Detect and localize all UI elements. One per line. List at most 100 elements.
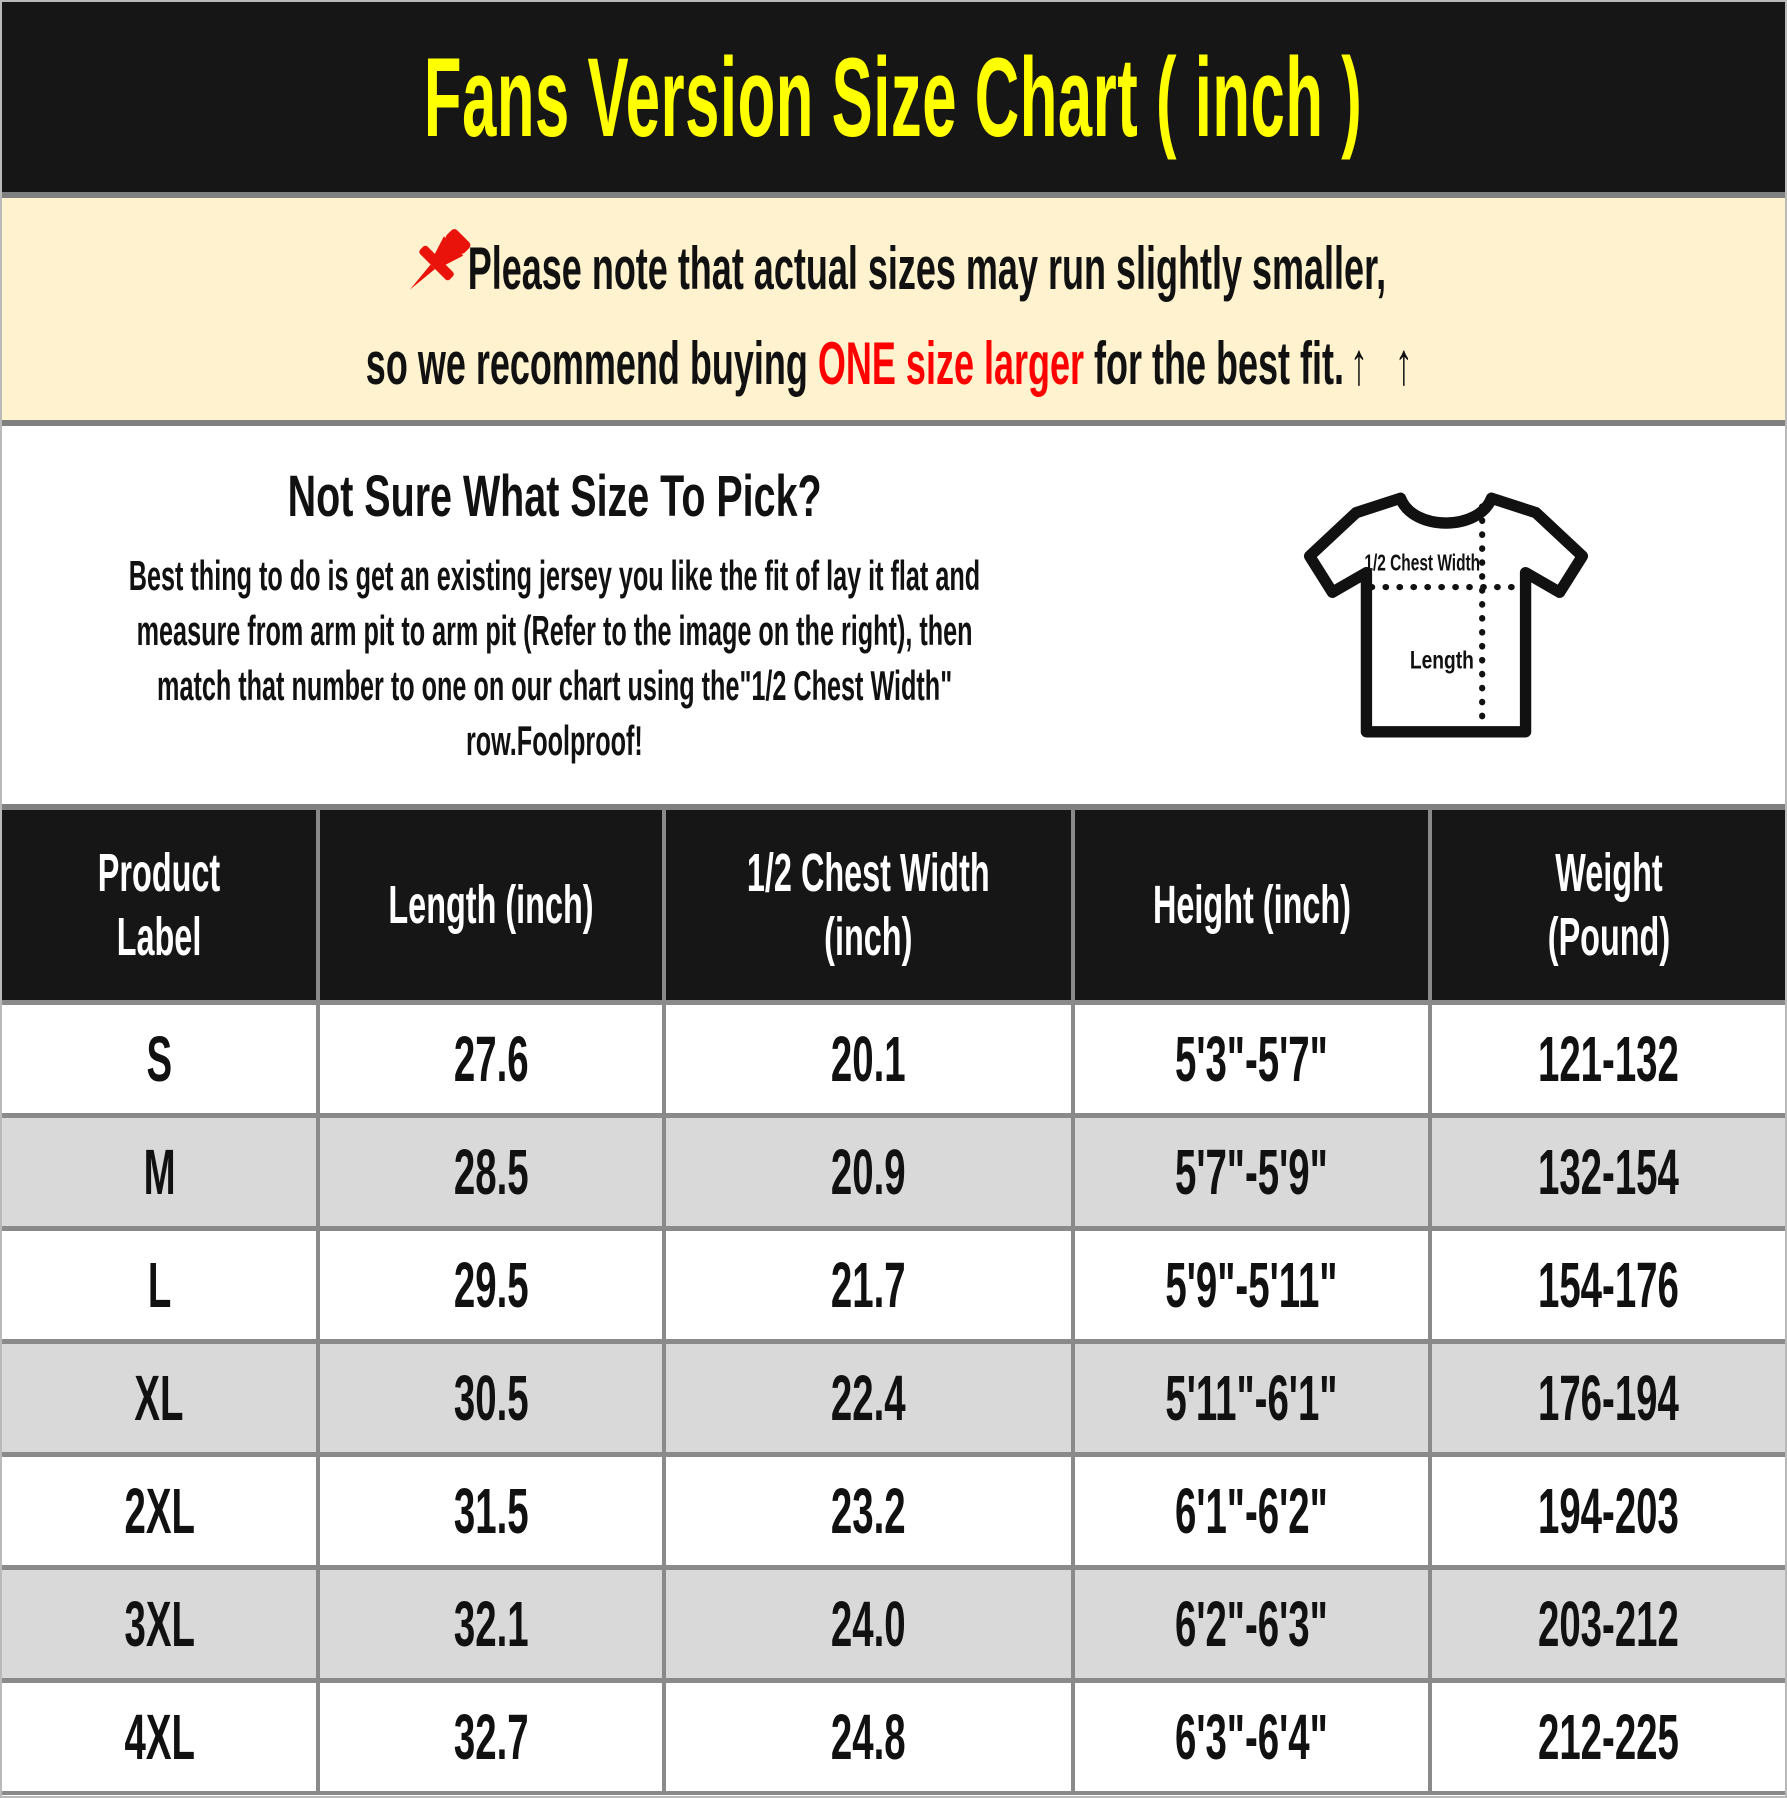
size-value-cell: 5'3"-5'7": [1074, 1005, 1429, 1113]
size-label-cell: XL: [2, 1344, 317, 1452]
size-value-cell: 154-176: [1432, 1231, 1785, 1339]
size-value: 24.8: [831, 1701, 907, 1773]
up-arrows-icon: ↑ ↑: [1350, 329, 1422, 397]
size-label-cell: M: [2, 1118, 317, 1226]
column-header-length: Length (inch): [320, 810, 663, 1000]
size-label-cell: 2XL: [2, 1457, 317, 1565]
guide-body-line: Best thing to do is get an existing jers…: [129, 551, 981, 599]
size-label: 2XL: [124, 1475, 195, 1547]
section-divider: [2, 420, 1785, 426]
size-value: 20.1: [831, 1023, 907, 1095]
guide-section: Not Sure What Size To Pick? Best thing t…: [2, 426, 1785, 804]
notice-text-2-prefix: so we recommend buying: [365, 329, 818, 397]
size-value-cell: 132-154: [1432, 1118, 1785, 1226]
notice-text-2-suffix: for the best fit.: [1083, 329, 1345, 397]
notice-line-1: Please note that actual sizes may run sl…: [2, 221, 1785, 305]
shirt-diagram: 1/2 Chest Width Length: [1107, 426, 1785, 804]
guide-body-line: measure from arm pit to arm pit (Refer t…: [136, 606, 973, 654]
size-value: 132-154: [1538, 1136, 1680, 1208]
size-value-cell: 32.7: [320, 1683, 663, 1791]
size-value: 28.5: [454, 1136, 529, 1208]
tshirt-measure-icon: 1/2 Chest Width Length: [1304, 492, 1589, 738]
size-value-cell: 5'11"-6'1": [1074, 1344, 1429, 1452]
notice-text-1: Please note that actual sizes may run sl…: [467, 234, 1387, 302]
size-value-cell: 32.1: [320, 1570, 663, 1678]
size-value: 212-225: [1538, 1701, 1680, 1773]
size-value-cell: 22.4: [666, 1344, 1071, 1452]
size-value-cell: 121-132: [1432, 1005, 1785, 1113]
size-label-cell: S: [2, 1005, 317, 1113]
size-value-cell: 30.5: [320, 1344, 663, 1452]
size-value: 6'2"-6'3": [1175, 1588, 1329, 1660]
guide-body-line: match that number to one on our chart us…: [157, 661, 953, 709]
size-value: 5'9"-5'11": [1165, 1249, 1338, 1321]
size-value-cell: 24.0: [666, 1570, 1071, 1678]
size-value: 20.9: [831, 1136, 907, 1208]
size-value: 203-212: [1538, 1588, 1680, 1660]
notice-line-2: so we recommend buying ONE size larger f…: [2, 329, 1785, 398]
size-value-cell: 31.5: [320, 1457, 663, 1565]
notice-banner: Please note that actual sizes may run sl…: [2, 198, 1785, 420]
size-value-cell: 6'3"-6'4": [1074, 1683, 1429, 1791]
size-value: 6'3"-6'4": [1175, 1701, 1329, 1773]
size-label: L: [147, 1249, 171, 1321]
column-header-chest-width: 1/2 Chest Width (inch): [666, 810, 1071, 1000]
size-value-cell: 212-225: [1432, 1683, 1785, 1791]
size-label: XL: [134, 1362, 184, 1434]
column-header-weight: Weight (Pound): [1432, 810, 1785, 1000]
size-value: 5'11"-6'1": [1165, 1362, 1338, 1434]
size-label-cell: 3XL: [2, 1570, 317, 1678]
column-header-label: Height (inch): [1152, 875, 1351, 935]
size-value-cell: 176-194: [1432, 1344, 1785, 1452]
size-table: Product Label Length (inch) 1/2 Chest Width…: [2, 810, 1785, 1795]
size-value-cell: 6'2"-6'3": [1074, 1570, 1429, 1678]
pushpin-icon: [409, 228, 471, 290]
size-value-cell: 5'7"-5'9": [1074, 1118, 1429, 1226]
size-value: 31.5: [454, 1475, 529, 1547]
size-value: 21.7: [831, 1249, 907, 1321]
size-value: 6'1"-6'2": [1175, 1475, 1329, 1547]
size-value: 154-176: [1538, 1249, 1680, 1321]
size-value-cell: 24.8: [666, 1683, 1071, 1791]
size-value-cell: 20.9: [666, 1118, 1071, 1226]
size-label-cell: L: [2, 1231, 317, 1339]
column-header-label: Weight (Pound): [1547, 843, 1670, 967]
size-label: S: [146, 1023, 173, 1095]
size-value: 194-203: [1538, 1475, 1680, 1547]
column-header-height: Height (inch): [1074, 810, 1429, 1000]
size-label: 3XL: [124, 1588, 195, 1660]
size-value-cell: 23.2: [666, 1457, 1071, 1565]
notice-highlight: ONE size larger: [817, 329, 1084, 397]
size-value: 29.5: [454, 1249, 529, 1321]
column-header-label: Length (inch): [388, 875, 594, 935]
guide-text: Not Sure What Size To Pick? Best thing t…: [2, 426, 1107, 804]
size-value: 24.0: [831, 1588, 907, 1660]
size-label: M: [143, 1136, 176, 1208]
size-value-cell: 29.5: [320, 1231, 663, 1339]
size-value-cell: 27.6: [320, 1005, 663, 1113]
size-value: 27.6: [454, 1023, 529, 1095]
size-value: 121-132: [1538, 1023, 1680, 1095]
chest-width-label: 1/2 Chest Width: [1365, 550, 1481, 576]
header-banner: Fans Version Size Chart ( inch ): [2, 2, 1785, 192]
size-value: 32.1: [454, 1588, 529, 1660]
size-value-cell: 21.7: [666, 1231, 1071, 1339]
guide-body-line: row.Foolproof!: [466, 716, 644, 764]
size-value: 30.5: [454, 1362, 529, 1434]
size-value: 5'7"-5'9": [1175, 1136, 1329, 1208]
guide-heading: Not Sure What Size To Pick?: [287, 463, 822, 529]
column-header-product-label: Product Label: [2, 810, 317, 1000]
section-divider: [2, 804, 1785, 810]
size-value: 32.7: [454, 1701, 529, 1773]
column-header-label: 1/2 Chest Width (inch): [747, 843, 991, 967]
size-value-cell: 5'9"-5'11": [1074, 1231, 1429, 1339]
size-label-cell: 4XL: [2, 1683, 317, 1791]
size-value-cell: 203-212: [1432, 1570, 1785, 1678]
size-value: 5'3"-5'7": [1175, 1023, 1329, 1095]
size-value: 22.4: [831, 1362, 907, 1434]
size-value-cell: 20.1: [666, 1005, 1071, 1113]
section-divider: [2, 192, 1785, 198]
page-title: Fans Version Size Chart ( inch ): [424, 34, 1363, 160]
size-label: 4XL: [124, 1701, 195, 1773]
